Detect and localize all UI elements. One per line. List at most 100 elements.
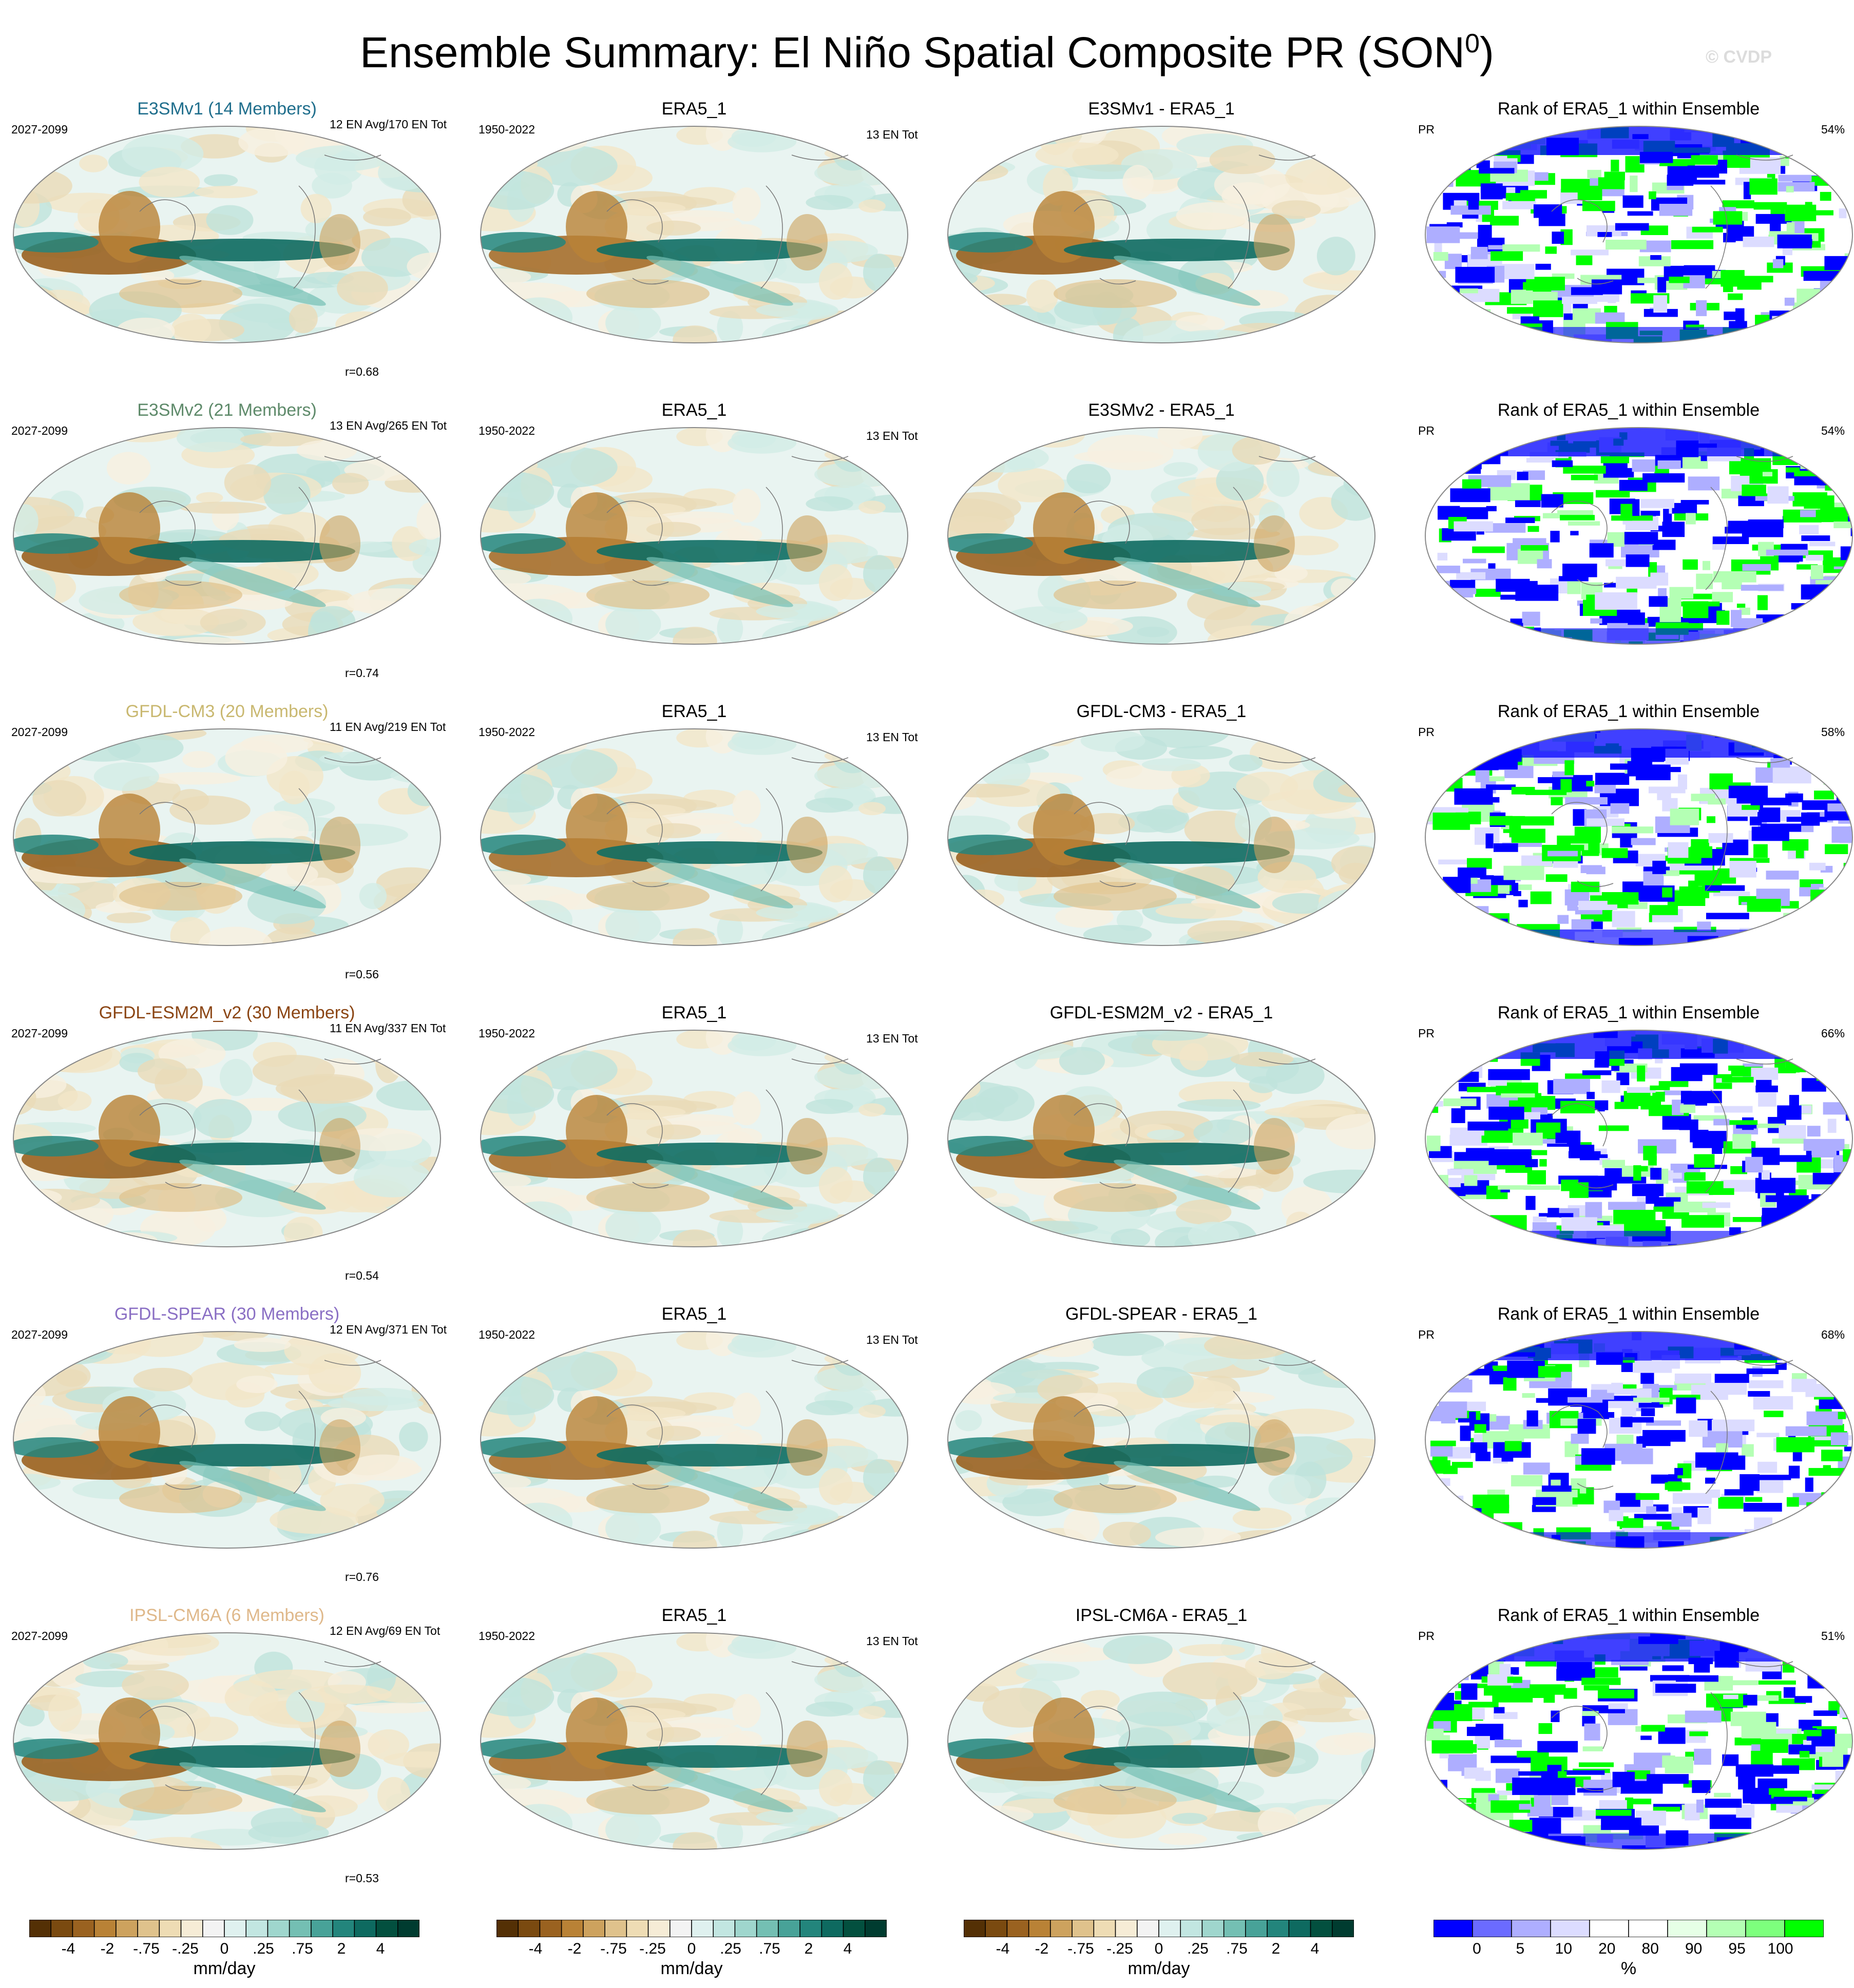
pr-colorbar-diff-tick-label: -.25: [1106, 1940, 1133, 1957]
pr-colorbar-obs-swatch: [670, 1919, 692, 1938]
rank-colorbar-swatch: [1745, 1919, 1785, 1938]
model-map-2: [13, 728, 441, 946]
page-title: Ensemble Summary: El Niño Spatial Compos…: [360, 28, 1494, 76]
diff-panel-title: E3SMv2 - ERA5_1: [1088, 400, 1235, 420]
rank-colorbar-swatch: [1511, 1919, 1551, 1938]
rank-panel-title: Rank of ERA5_1 within Ensemble: [1497, 1606, 1760, 1625]
diff-panel-title: IPSL-CM6A - ERA5_1: [1075, 1606, 1248, 1625]
rank-colorbar-units: %: [1620, 1959, 1637, 1978]
pr-colorbar-model-swatch: [311, 1919, 333, 1938]
rank-colorbar-tick-label: 100: [1767, 1940, 1793, 1957]
cvdp-watermark: © CVDP: [1706, 47, 1772, 67]
obs-en-info-label: 13 EN Tot: [866, 1634, 918, 1648]
rank-map-4: [1425, 1331, 1853, 1549]
model-panel-title: E3SMv1 (14 Members): [137, 99, 317, 119]
pr-colorbar-model-swatch: [267, 1919, 290, 1938]
pr-colorbar-diff-units: mm/day: [1127, 1959, 1190, 1978]
model-map-5: [13, 1632, 441, 1850]
pr-colorbar-model-swatch: [93, 1919, 117, 1938]
rank-colorbar-tick-label: 90: [1685, 1940, 1703, 1957]
pr-colorbar-diff-swatch: [1310, 1919, 1333, 1938]
pr-colorbar-obs-swatch: [583, 1919, 605, 1938]
obs-panel-title: ERA5_1: [661, 99, 727, 119]
pr-colorbar-model-swatch: [397, 1919, 420, 1938]
pr-colorbar-obs-tick-label: -.25: [639, 1940, 666, 1957]
model-map-4: [13, 1331, 441, 1549]
rank-percent-label: 66%: [1821, 1027, 1845, 1040]
rank-colorbar-swatch: [1667, 1919, 1707, 1938]
pr-colorbar-model-swatch: [375, 1919, 398, 1938]
rank-colorbar-swatch: [1472, 1919, 1512, 1938]
pr-colorbar-model-tick-label: 0: [220, 1940, 229, 1957]
obs-panel-title: ERA5_1: [661, 1003, 727, 1022]
pattern-correlation-label: r=0.74: [345, 666, 379, 680]
pr-colorbar-diff-swatch: [1267, 1919, 1290, 1938]
pr-colorbar-obs-tick-label: 4: [843, 1940, 852, 1957]
obs-en-info-label: 13 EN Tot: [866, 128, 918, 141]
pattern-correlation-label: r=0.68: [345, 365, 379, 378]
rank-map-0: [1425, 126, 1853, 343]
obs-panel-title: ERA5_1: [661, 1606, 727, 1625]
pr-colorbar-obs-swatch: [518, 1919, 541, 1938]
pattern-correlation-label: r=0.56: [345, 968, 379, 981]
rank-variable-label: PR: [1418, 725, 1435, 739]
model-panel-title: E3SMv2 (21 Members): [137, 400, 317, 420]
model-period-label: 2027-2099: [11, 725, 68, 739]
pr-colorbar-diff-swatch: [1115, 1919, 1138, 1938]
pattern-correlation-label: r=0.54: [345, 1269, 379, 1282]
model-en-info-label: 12 EN Avg/371 EN Tot: [330, 1323, 447, 1336]
pr-colorbar-diff-swatch: [1093, 1919, 1116, 1938]
obs-en-info-label: 13 EN Tot: [866, 1032, 918, 1045]
pr-colorbar-diff-tick-label: .75: [1226, 1940, 1248, 1957]
model-period-label: 2027-2099: [11, 424, 68, 437]
pr-colorbar-obs-swatch: [778, 1919, 800, 1938]
pattern-correlation-label: r=0.53: [345, 1871, 379, 1885]
model-en-info-label: 11 EN Avg/219 EN Tot: [330, 720, 446, 734]
pr-colorbar-obs-swatch: [604, 1919, 627, 1938]
pr-colorbar-diff-swatch: [1180, 1919, 1203, 1938]
pr-colorbar-obs-swatch: [756, 1919, 779, 1938]
rank-percent-label: 54%: [1821, 123, 1845, 136]
pr-colorbar-obs-tick-label: -4: [528, 1940, 543, 1957]
rank-colorbar-swatch: [1784, 1919, 1824, 1938]
diff-panel-title: GFDL-ESM2M_v2 - ERA5_1: [1049, 1003, 1273, 1022]
pr-colorbar-model-swatch: [354, 1919, 377, 1938]
obs-period-label: 1950-2022: [479, 1629, 535, 1643]
pr-colorbar-model-swatch: [50, 1919, 73, 1938]
pr-colorbar-model-tick-label: .25: [253, 1940, 274, 1957]
rank-panel-title: Rank of ERA5_1 within Ensemble: [1497, 400, 1760, 420]
obs-period-label: 1950-2022: [479, 1027, 535, 1040]
obs-period-label: 1950-2022: [479, 1328, 535, 1341]
diff-panel-title: E3SMv1 - ERA5_1: [1088, 99, 1235, 119]
pr-colorbar-diff-tick-label: 4: [1310, 1940, 1320, 1957]
model-en-info-label: 11 EN Avg/337 EN Tot: [330, 1021, 446, 1035]
rank-variable-label: PR: [1418, 1328, 1435, 1341]
obs-map-4: [480, 1331, 908, 1549]
pr-colorbar-model-swatch: [289, 1919, 312, 1938]
pr-colorbar-obs-swatch: [496, 1919, 519, 1938]
pr-colorbar-diff-swatch: [1137, 1919, 1159, 1938]
pr-colorbar-diff-swatch: [963, 1919, 986, 1938]
pr-colorbar-diff-swatch: [1028, 1919, 1051, 1938]
pr-colorbar-obs-swatch: [691, 1919, 714, 1938]
rank-variable-label: PR: [1418, 1027, 1435, 1040]
pr-colorbar-diff-swatch: [1006, 1919, 1029, 1938]
obs-map-2: [480, 728, 908, 946]
model-panel-title: GFDL-ESM2M_v2 (30 Members): [99, 1003, 355, 1022]
rank-percent-label: 51%: [1821, 1629, 1845, 1643]
pr-colorbar-model-tick-label: 2: [337, 1940, 346, 1957]
pr-colorbar-diff-swatch: [1158, 1919, 1181, 1938]
obs-panel-title: ERA5_1: [661, 1304, 727, 1324]
pr-colorbar-diff-tick-label: 0: [1154, 1940, 1163, 1957]
obs-map-0: [480, 126, 908, 343]
pr-colorbar-obs-tick-label: -2: [567, 1940, 582, 1957]
rank-colorbar-tick-label: 20: [1598, 1940, 1616, 1957]
pr-colorbar-model-swatch: [29, 1919, 51, 1938]
diff-map-5: [947, 1632, 1375, 1850]
obs-panel-title: ERA5_1: [661, 702, 727, 721]
rank-colorbar-tick-label: 10: [1555, 1940, 1573, 1957]
rank-panel-title: Rank of ERA5_1 within Ensemble: [1497, 1304, 1760, 1324]
rank-variable-label: PR: [1418, 123, 1435, 136]
pr-colorbar-model-tick-label: -.75: [133, 1940, 160, 1957]
diff-map-4: [947, 1331, 1375, 1549]
